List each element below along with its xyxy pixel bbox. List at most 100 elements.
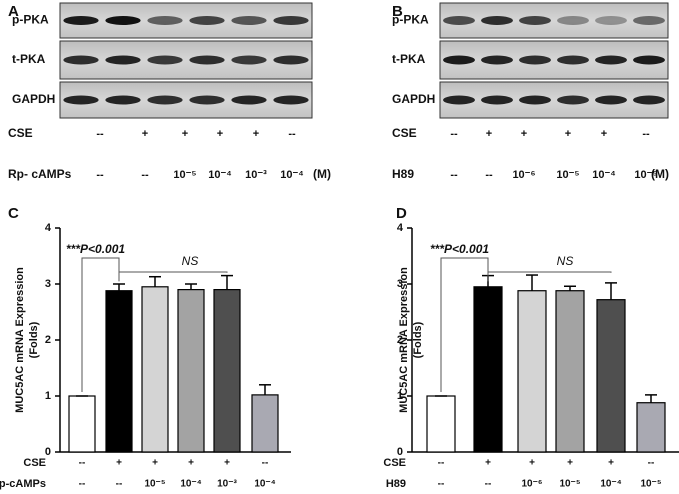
category-label: --	[648, 458, 655, 469]
condition-value: +	[601, 128, 607, 140]
blot-band	[595, 55, 627, 65]
blot-band	[105, 95, 141, 105]
unit-label: (M)	[313, 167, 331, 181]
category-label: 10⁻⁴	[600, 479, 621, 490]
bar	[213, 289, 241, 453]
blot-band	[633, 95, 665, 105]
bar	[596, 299, 626, 453]
blot-row-label: GAPDH	[392, 92, 435, 106]
blot-band	[519, 95, 551, 105]
category-label: --	[438, 479, 445, 490]
blot-band	[63, 55, 99, 65]
category-label: --	[438, 458, 445, 469]
bar	[177, 289, 205, 453]
blot-band	[189, 16, 225, 25]
condition-value: 10⁻⁴	[592, 169, 615, 181]
condition-value: +	[521, 128, 527, 140]
y-tick-label: 2	[397, 334, 403, 346]
y-axis-label: (Folds)	[28, 321, 40, 358]
bar	[68, 395, 96, 453]
blot-band	[105, 55, 141, 65]
blot-row-label: p-PKA	[12, 13, 49, 27]
y-axis-label: (Folds)	[412, 321, 424, 358]
blot-band	[273, 95, 309, 105]
blot-band	[105, 16, 141, 25]
blot-band	[147, 55, 183, 65]
condition-value: 10⁻⁴	[208, 169, 231, 181]
blot-band	[557, 16, 589, 25]
blot-band	[231, 55, 267, 65]
condition-value: --	[141, 169, 149, 181]
condition-value: --	[288, 128, 296, 140]
blot-band	[595, 95, 627, 105]
annotation: ***P<0.001	[66, 242, 125, 256]
condition-label: CSE	[392, 126, 417, 140]
category-label: --	[79, 479, 86, 490]
bar	[473, 286, 503, 453]
y-axis-label: MUC5AC mRNA Expression	[14, 267, 26, 413]
category-label: +	[567, 458, 573, 469]
blot-band	[189, 55, 225, 65]
blot-band	[231, 16, 267, 25]
blot-band	[273, 55, 309, 65]
blot-band	[481, 95, 513, 105]
blot-row-label: t-PKA	[12, 52, 46, 66]
condition-value: --	[450, 169, 458, 181]
blot-band	[443, 55, 475, 65]
blot-band	[189, 95, 225, 105]
condition-value: +	[565, 128, 571, 140]
annotation: NS	[557, 254, 574, 268]
blot-band	[443, 95, 475, 105]
y-axis-label: MUC5AC mRNA Expression	[398, 267, 410, 413]
blot-strip	[439, 81, 669, 119]
condition-value: +	[253, 128, 259, 140]
condition-label: CSE	[8, 126, 33, 140]
blot-band	[63, 95, 99, 105]
category-label: 10⁻⁵	[144, 479, 165, 490]
condition-value: 10⁻⁵	[173, 169, 196, 181]
bar	[555, 290, 585, 453]
condition-value: 10⁻⁵	[634, 169, 657, 181]
bar	[141, 286, 169, 453]
condition-value: --	[485, 169, 493, 181]
condition-value: +	[217, 128, 223, 140]
blot-band	[147, 16, 183, 25]
blot-band	[633, 55, 665, 65]
condition-value: 10⁻³	[245, 169, 267, 181]
y-tick-label: 0	[45, 446, 51, 458]
blot-strip	[439, 40, 669, 80]
blot-row-label: t-PKA	[392, 52, 426, 66]
blot-band	[443, 16, 475, 25]
bar	[517, 290, 547, 453]
blot-band	[481, 55, 513, 65]
condition-label: H89	[392, 167, 414, 181]
category-label: 10⁻⁴	[180, 479, 201, 490]
category-label: --	[262, 458, 269, 469]
blot-strip	[59, 40, 313, 80]
condition-value: 10⁻⁴	[280, 169, 303, 181]
blot-band	[633, 16, 665, 25]
category-label: +	[188, 458, 194, 469]
category-label: +	[529, 458, 535, 469]
blot-strip	[59, 81, 313, 119]
bar	[251, 394, 279, 453]
category-label: --	[116, 479, 123, 490]
bracket	[81, 257, 120, 392]
y-tick-label: 4	[397, 222, 404, 234]
unit-label: (M)	[651, 167, 669, 181]
panel-label: A	[8, 3, 19, 20]
category-label: +	[152, 458, 158, 469]
condition-value: --	[96, 169, 104, 181]
category-label: --	[79, 458, 86, 469]
category-label: 10⁻³	[217, 479, 237, 490]
panel-label: D	[396, 205, 407, 222]
y-tick-label: 1	[397, 390, 403, 402]
y-tick-label: 1	[45, 390, 51, 402]
condition-value: --	[96, 128, 104, 140]
condition-value: --	[642, 128, 650, 140]
condition-value: 10⁻⁵	[556, 169, 579, 181]
category-label: 10⁻⁵	[559, 479, 580, 490]
blot-band	[63, 16, 99, 25]
category-label: --	[485, 479, 492, 490]
